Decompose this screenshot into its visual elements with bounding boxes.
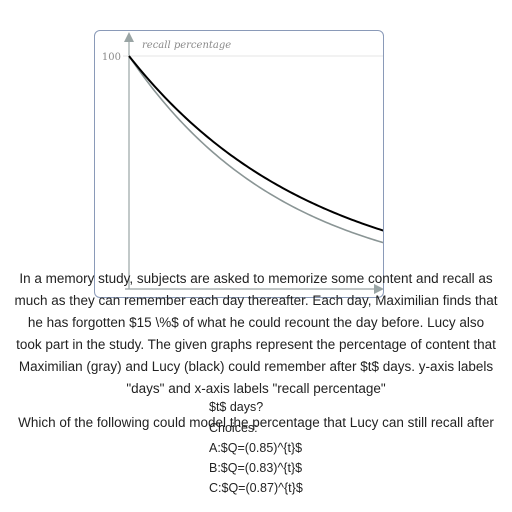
- series-group: [128, 55, 383, 244]
- choices-list: Choices: A:$Q=(0.85)^{t}$ B:$Q=(0.83)^{t…: [209, 418, 303, 498]
- y-axis-arrow-icon: [124, 32, 134, 42]
- choice-c[interactable]: C:$Q=(0.87)^{t}$: [209, 481, 303, 495]
- question-text: In a memory study, subjects are asked to…: [14, 271, 498, 396]
- choice-b[interactable]: B:$Q=(0.83)^{t}$: [209, 461, 303, 475]
- y-tick-label-100: 100: [102, 52, 121, 63]
- series-line-1: [128, 55, 383, 244]
- choices-title: Choices:: [209, 421, 258, 435]
- chart: 100 recall percentage: [102, 32, 383, 294]
- chart-panel: 100 recall percentage: [94, 30, 384, 298]
- choice-a[interactable]: A:$Q=(0.85)^{t}$: [209, 441, 303, 455]
- y-axis-label: recall percentage: [142, 40, 231, 51]
- series-line-0: [128, 55, 383, 232]
- x-axis-caption: $t$ days?: [209, 400, 264, 414]
- x-axis-arrow-icon: [374, 284, 383, 294]
- question-prompt: Which of the following could model the p…: [18, 415, 494, 430]
